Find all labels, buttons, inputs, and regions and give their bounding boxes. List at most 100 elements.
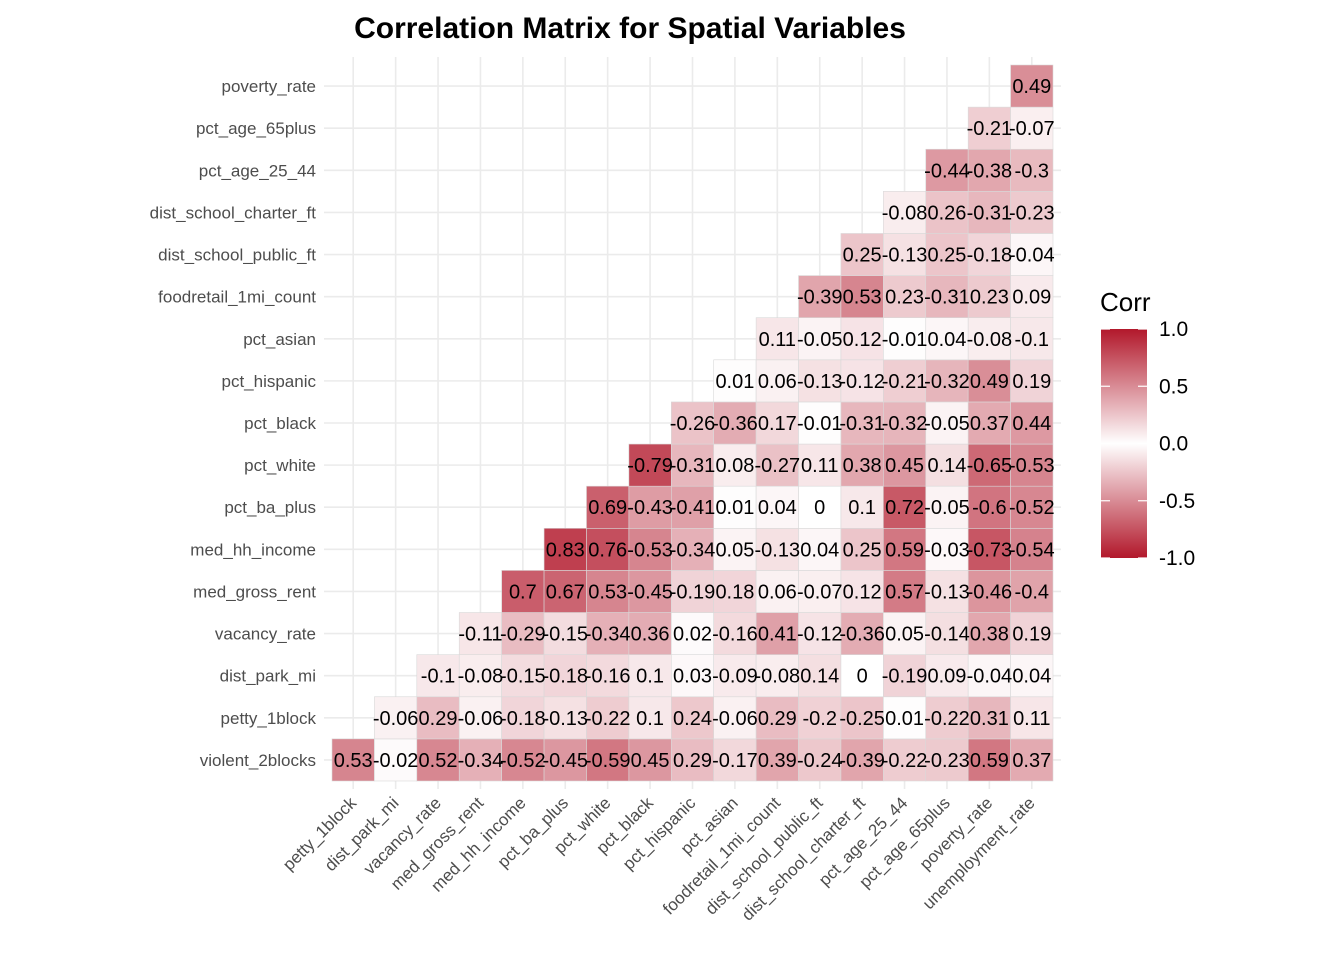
cell-value-label: 0 bbox=[814, 497, 825, 519]
heatmap-cell bbox=[501, 696, 545, 740]
heatmap-cell bbox=[713, 359, 757, 403]
heatmap-cell bbox=[925, 612, 969, 655]
cell-value-label: 0.26 bbox=[928, 202, 967, 224]
cell-value-label: 0.19 bbox=[1012, 371, 1051, 393]
heatmap-cell bbox=[883, 317, 927, 361]
heatmap-cell bbox=[967, 654, 1011, 698]
cell-value-label: -0.38 bbox=[967, 160, 1013, 182]
cell-value-label: 0.29 bbox=[673, 750, 712, 772]
cell-value-label: 0.08 bbox=[715, 455, 754, 477]
cell-value-label: 0.53 bbox=[843, 287, 882, 309]
cell-value-label: -0.53 bbox=[627, 539, 673, 561]
heatmap-cell bbox=[755, 696, 799, 740]
cell-value-label: -0.36 bbox=[712, 413, 758, 435]
cell-value-label: 0.59 bbox=[970, 750, 1009, 772]
heatmap-cell bbox=[967, 106, 1011, 150]
cell-value-label: -0.6 bbox=[972, 497, 1006, 519]
heatmap-cell bbox=[1010, 317, 1054, 361]
cell-value-label: -0.05 bbox=[797, 329, 843, 351]
heatmap-cell bbox=[501, 654, 545, 698]
heatmap-cell bbox=[798, 317, 842, 361]
heatmap-cell bbox=[628, 612, 672, 655]
cell-value-label: -0.06 bbox=[712, 708, 758, 730]
cell-value-label: 0.25 bbox=[843, 539, 882, 561]
cell-value-label: 0.09 bbox=[928, 666, 967, 688]
cell-value-label: -0.79 bbox=[627, 455, 673, 477]
cell-value-label: 0.05 bbox=[885, 624, 924, 646]
cell-value-label: -0.45 bbox=[627, 581, 673, 603]
heatmap-cell bbox=[967, 401, 1011, 445]
cell-value-label: -0.21 bbox=[882, 371, 928, 393]
cell-value-label: 0.11 bbox=[801, 455, 838, 477]
heatmap-cells bbox=[331, 64, 1054, 782]
cell-value-label: -0.52 bbox=[1009, 497, 1055, 519]
heatmap-cell bbox=[925, 275, 969, 319]
cell-value-label: -0.59 bbox=[585, 750, 631, 772]
cell-value-label: 0.49 bbox=[1012, 76, 1051, 98]
cell-value-label: -0.31 bbox=[967, 202, 1013, 224]
cell-value-label: -0.18 bbox=[542, 666, 588, 688]
cell-value-label: 0.38 bbox=[970, 624, 1009, 646]
heatmap-cell bbox=[798, 612, 842, 655]
cell-value-label: 0.04 bbox=[758, 497, 797, 519]
cell-value-label: 0.67 bbox=[546, 581, 585, 603]
heatmap-cell bbox=[501, 738, 545, 782]
cell-value-label: 0.01 bbox=[715, 371, 754, 393]
heatmap-cell bbox=[798, 443, 842, 487]
cell-value-label: -0.11 bbox=[458, 624, 502, 646]
heatmap-cell bbox=[713, 401, 757, 445]
heatmap-cell bbox=[1010, 191, 1054, 234]
cell-value-label: 0.76 bbox=[588, 539, 627, 561]
y-axis-tick-label: pct_hispanic bbox=[221, 372, 316, 391]
heatmap-cell bbox=[331, 738, 375, 782]
cell-value-label: 0.83 bbox=[546, 539, 585, 561]
heatmap-cell bbox=[1010, 654, 1054, 698]
heatmap-cell bbox=[755, 738, 799, 782]
cell-value-label: -0.32 bbox=[882, 413, 928, 435]
cell-value-label: -0.23 bbox=[924, 750, 970, 772]
heatmap-cell bbox=[925, 443, 969, 487]
cell-value-label: 0.06 bbox=[758, 371, 797, 393]
legend-title: Corr bbox=[1100, 287, 1151, 317]
chart-title: Correlation Matrix for Spatial Variables bbox=[354, 12, 906, 45]
heatmap-cell bbox=[416, 738, 460, 782]
cell-value-label: -0.46 bbox=[967, 581, 1013, 603]
cell-value-label: -0.24 bbox=[797, 750, 843, 772]
cell-value-label: 0.72 bbox=[885, 497, 924, 519]
cell-value-label: -0.07 bbox=[797, 581, 843, 603]
cell-value-label: -0.34 bbox=[585, 624, 631, 646]
y-axis-labels: violent_2blocks petty_1block dist_park_mi v… bbox=[150, 77, 317, 770]
cell-value-label: -0.05 bbox=[924, 413, 970, 435]
y-axis-tick-label: med_hh_income bbox=[190, 540, 316, 559]
heatmap-cell bbox=[925, 359, 969, 403]
heatmap-cell bbox=[967, 485, 1011, 529]
cell-value-label: -0.22 bbox=[924, 708, 970, 730]
cell-value-label: -0.22 bbox=[585, 708, 631, 730]
heatmap-cell bbox=[670, 570, 715, 613]
cell-value-label: 0.06 bbox=[758, 581, 797, 603]
heatmap-cell bbox=[670, 654, 715, 698]
heatmap-cell bbox=[713, 654, 757, 698]
cell-value-label: 0.23 bbox=[970, 287, 1009, 309]
heatmap-cell bbox=[501, 570, 545, 613]
heatmap-cell bbox=[713, 612, 757, 655]
heatmap-cell bbox=[967, 612, 1011, 655]
cell-value-label: 0.31 bbox=[970, 708, 1009, 730]
heatmap-cell bbox=[967, 191, 1011, 234]
cell-value-label: 0.7 bbox=[509, 581, 537, 603]
heatmap-cell bbox=[458, 654, 502, 698]
cell-value-label: -0.25 bbox=[839, 708, 885, 730]
heatmap-cell bbox=[840, 233, 884, 276]
cell-value-label: 0.25 bbox=[928, 245, 967, 267]
cell-value-label: 0.04 bbox=[800, 539, 839, 561]
heatmap-cell bbox=[798, 654, 842, 698]
heatmap-cell bbox=[840, 485, 884, 529]
legend-tick-label: 0.5 bbox=[1159, 375, 1188, 398]
cell-value-label: -0.08 bbox=[882, 202, 928, 224]
heatmap-cell bbox=[967, 696, 1011, 740]
heatmap-cell bbox=[586, 485, 630, 529]
cell-value-label: 0.69 bbox=[588, 497, 627, 519]
cell-value-label: 0.38 bbox=[843, 455, 882, 477]
cell-value-label: -0.13 bbox=[542, 708, 588, 730]
cell-value-label: -0.2 bbox=[803, 708, 837, 730]
